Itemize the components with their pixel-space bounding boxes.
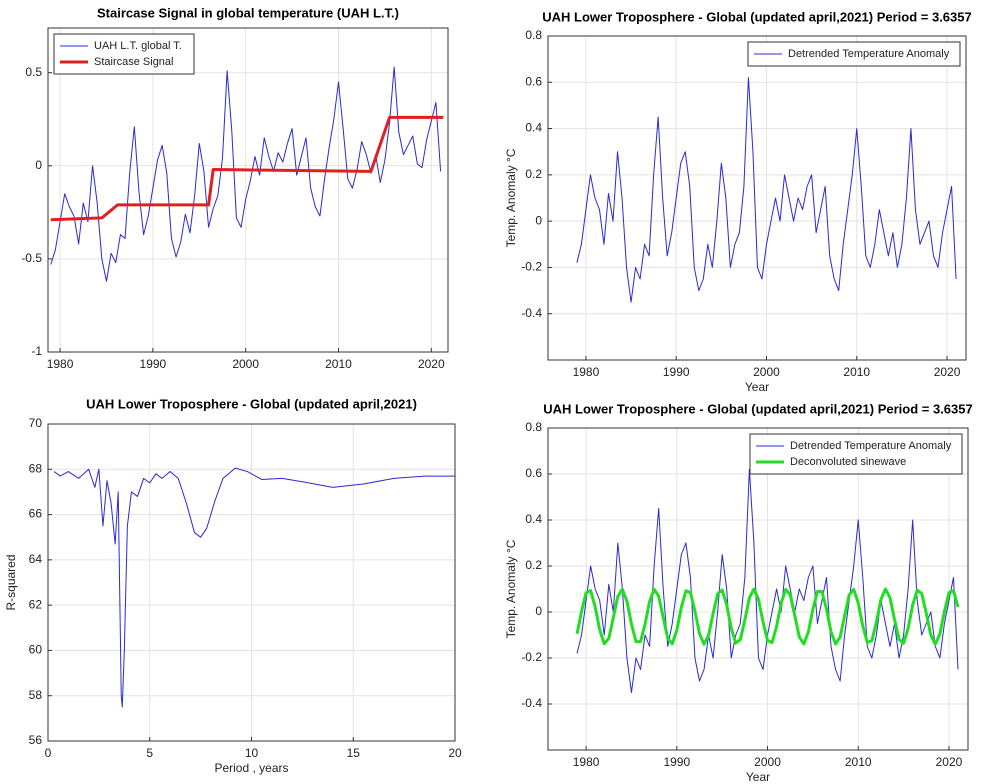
y-tick-label: 0.2 [525, 558, 542, 572]
legend-box [747, 41, 961, 67]
chart-title: Staircase Signal in global temperature (… [97, 5, 399, 20]
x-tick-label: 2000 [754, 755, 781, 769]
x-tick-label: 10 [245, 746, 259, 760]
x-tick-label: 2020 [934, 365, 961, 379]
x-tick-label: 2010 [845, 755, 872, 769]
x-tick-label: 20 [448, 746, 462, 760]
chart-panel: 1980 1990 2000 2010 2020 -0.4 -0.2 0 0.2 0.4 0.6 0.… [504, 401, 973, 784]
x-axis-label: Year [746, 770, 770, 784]
legend-label: Staircase Signal [94, 56, 174, 68]
plot-area [548, 36, 966, 360]
chart-panel: 1980 1990 2000 2010 2020 -1 -0.5 0 0.5 Staircase … [21, 5, 449, 371]
legend: Detrended Temperature Anomaly [747, 41, 961, 67]
x-tick-label: 5 [146, 746, 153, 760]
x-tick-label: 2000 [753, 365, 780, 379]
x-tick-label: 2020 [418, 357, 445, 371]
y-axis-label: R-squared [4, 554, 18, 610]
legend-label: Detrended Temperature Anomaly [788, 48, 950, 60]
y-tick-label: -0.2 [521, 650, 542, 664]
legend-label: Deconvoluted sinewave [790, 456, 906, 468]
plot-lines [575, 468, 960, 693]
chart-title: UAH Lower Troposphere - Global (updated … [543, 401, 972, 416]
y-tick-label: 0.5 [25, 65, 42, 79]
axes-frame [47, 423, 456, 742]
x-tick-label: 2020 [936, 755, 963, 769]
y-axis-label: Temp. Anomaly °C [504, 539, 518, 638]
legend-label: UAH L.T. global T. [94, 40, 182, 52]
y-tick-label: -0.5 [21, 251, 42, 265]
y-tick-label: 68 [29, 461, 43, 475]
data-line [575, 587, 960, 646]
y-tick-label: 0 [535, 213, 542, 227]
x-tick-label: 1990 [663, 755, 690, 769]
x-tick-label: 1980 [47, 357, 74, 371]
data-line [53, 467, 455, 708]
x-tick-label: 2010 [325, 357, 352, 371]
y-tick-label: 0.8 [525, 28, 542, 42]
x-tick-label: 1980 [573, 755, 600, 769]
x-tick-label: 2000 [232, 357, 259, 371]
y-tick-label: 58 [29, 688, 43, 702]
x-tick-label: 2010 [843, 365, 870, 379]
y-tick-label: -1 [31, 344, 42, 358]
y-tick-label: 70 [29, 416, 43, 430]
plot-lines [53, 467, 455, 708]
x-axis-label: Period , years [214, 761, 288, 775]
x-tick-label: 1990 [140, 357, 167, 371]
data-line [576, 77, 957, 303]
axes-frame [47, 27, 449, 353]
x-tick-label: 1990 [663, 365, 690, 379]
x-tick-label: 1980 [573, 365, 600, 379]
y-tick-label: 56 [29, 733, 43, 747]
plot-lines [576, 77, 957, 303]
legend-box [749, 433, 963, 475]
chart-panel: 0 5 10 15 20 56 58 60 62 64 66 68 70 UAH Lower Tropos… [4, 396, 462, 775]
y-tick-label: 0.2 [525, 167, 542, 181]
plot-lines [50, 66, 444, 282]
y-tick-label: 62 [29, 597, 43, 611]
x-tick-label: 15 [347, 746, 361, 760]
legend-label: Detrended Temperature Anomaly [790, 440, 952, 452]
chart-panel: 1980 1990 2000 2010 2020 -0.4 -0.2 0 0.2 0.4 0.6 0.… [504, 9, 972, 394]
x-axis-label: Year [745, 380, 769, 394]
y-tick-label: 0 [535, 604, 542, 618]
y-tick-label: 0.6 [525, 74, 542, 88]
y-tick-label: 66 [29, 507, 43, 521]
legend: UAH L.T. global T. Staircase Signal [53, 33, 195, 75]
chart-title: UAH Lower Troposphere - Global (updated … [86, 396, 417, 411]
axes-frame [547, 427, 969, 751]
axes-frame [547, 35, 967, 361]
x-tick-label: 0 [45, 746, 52, 760]
plot-area [548, 428, 968, 750]
legend-box [53, 33, 195, 75]
y-tick-label: 0.4 [525, 512, 542, 526]
y-axis-label: Temp. Anomaly °C [504, 148, 518, 247]
data-line [50, 115, 444, 222]
y-tick-label: 0 [35, 158, 42, 172]
y-tick-label: -0.4 [521, 696, 542, 710]
legend: Detrended Temperature Anomaly Deconvolute… [749, 433, 963, 475]
y-tick-label: 64 [29, 552, 43, 566]
y-tick-label: 60 [29, 643, 43, 657]
y-tick-label: -0.2 [521, 260, 542, 274]
y-tick-label: 0.4 [525, 121, 542, 135]
y-tick-label: 0.6 [525, 466, 542, 480]
y-tick-label: 0.8 [525, 420, 542, 434]
chart-title: UAH Lower Troposphere - Global (updated … [542, 9, 971, 24]
y-tick-label: -0.4 [521, 306, 542, 320]
